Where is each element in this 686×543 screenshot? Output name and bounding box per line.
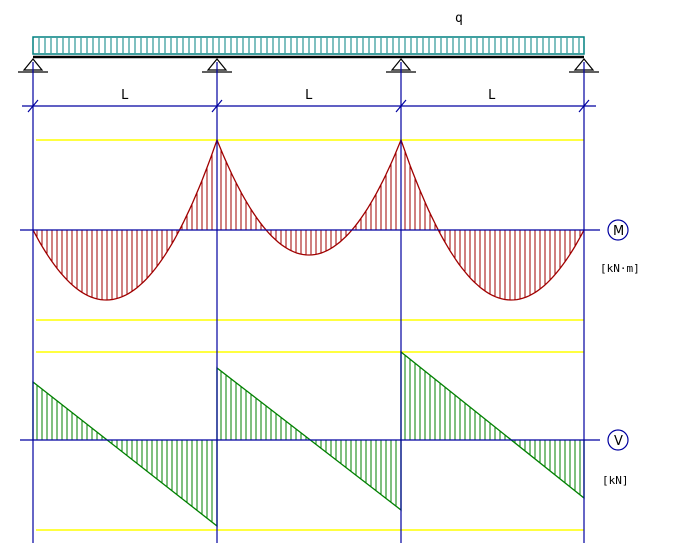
shear-curve (32, 350, 585, 528)
span-3-label: L (488, 88, 496, 103)
span-1-label: L (121, 88, 129, 103)
moment-symbol-circle (607, 219, 629, 241)
supports (18, 58, 599, 73)
moment-diagram (32, 138, 585, 301)
moment-symbol: M (613, 224, 624, 239)
moment-curve (32, 138, 585, 301)
shear-unit: [kN] (602, 474, 629, 487)
distributed-load: q (32, 11, 585, 55)
moment-limit-lines (36, 139, 584, 321)
load-ticks (38, 38, 580, 53)
shear-symbol-circle (607, 429, 629, 451)
moment-hatching (36, 149, 581, 300)
span-2-label: L (305, 88, 313, 103)
shear-diagram (32, 350, 585, 528)
shear-legend: V [kN] (602, 429, 629, 487)
moment-unit: [kN·m] (600, 262, 640, 275)
shear-symbol: V (614, 434, 623, 449)
load-bar (32, 36, 585, 55)
support-verticals (32, 62, 585, 543)
load-label: q (455, 11, 463, 26)
shear-limit-lines (36, 351, 584, 531)
shear-hatching (36, 355, 581, 523)
moment-legend: M [kN·m] (600, 219, 640, 275)
